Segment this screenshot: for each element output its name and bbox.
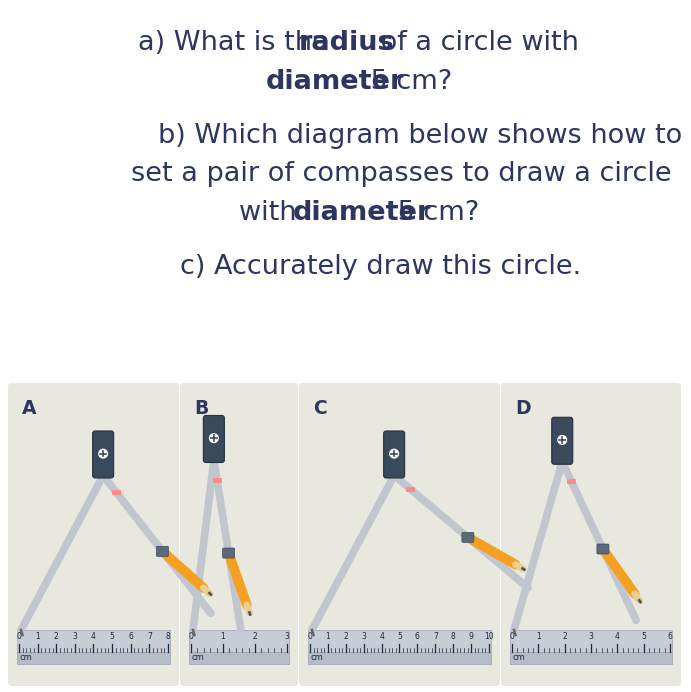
Circle shape bbox=[390, 449, 399, 458]
Text: 3: 3 bbox=[73, 632, 77, 641]
FancyBboxPatch shape bbox=[156, 546, 169, 556]
Text: diameter: diameter bbox=[292, 200, 430, 226]
FancyBboxPatch shape bbox=[501, 383, 681, 686]
Text: 0: 0 bbox=[17, 632, 21, 641]
Text: c) Accurately draw this circle.: c) Accurately draw this circle. bbox=[180, 254, 581, 280]
Text: 0: 0 bbox=[509, 632, 514, 641]
Text: 7: 7 bbox=[433, 632, 437, 641]
Text: 9: 9 bbox=[468, 632, 473, 641]
Bar bbox=[308, 652, 491, 664]
Bar bbox=[17, 630, 170, 652]
Text: b) Which diagram below shows how to: b) Which diagram below shows how to bbox=[158, 122, 683, 149]
Text: with: with bbox=[238, 200, 305, 226]
Text: 4: 4 bbox=[379, 632, 384, 641]
Bar bbox=[308, 630, 491, 652]
Text: 5: 5 bbox=[641, 632, 646, 641]
Circle shape bbox=[558, 436, 567, 444]
Bar bbox=[17, 652, 170, 664]
Text: 6: 6 bbox=[415, 632, 420, 641]
Text: cm: cm bbox=[192, 653, 205, 662]
FancyBboxPatch shape bbox=[462, 532, 474, 543]
Bar bbox=[189, 652, 289, 664]
Text: 2: 2 bbox=[253, 632, 257, 641]
FancyBboxPatch shape bbox=[223, 548, 235, 558]
Text: 3: 3 bbox=[285, 632, 290, 641]
FancyBboxPatch shape bbox=[8, 383, 179, 686]
Bar bbox=[510, 652, 672, 664]
Text: diameter: diameter bbox=[265, 69, 404, 95]
Text: 3: 3 bbox=[361, 632, 366, 641]
Text: 7: 7 bbox=[147, 632, 152, 641]
FancyBboxPatch shape bbox=[384, 431, 405, 478]
Bar bbox=[189, 630, 289, 652]
FancyBboxPatch shape bbox=[551, 417, 573, 464]
Text: cm: cm bbox=[513, 653, 526, 662]
Text: 8: 8 bbox=[166, 632, 171, 641]
Text: 1: 1 bbox=[536, 632, 541, 641]
FancyBboxPatch shape bbox=[299, 383, 500, 686]
Text: cm: cm bbox=[311, 653, 324, 662]
Text: 5 cm?: 5 cm? bbox=[362, 69, 453, 95]
Text: 1: 1 bbox=[35, 632, 40, 641]
Bar bbox=[510, 630, 672, 652]
FancyBboxPatch shape bbox=[93, 431, 113, 478]
Text: 1: 1 bbox=[220, 632, 225, 641]
FancyBboxPatch shape bbox=[203, 415, 225, 462]
Text: B: B bbox=[194, 399, 209, 418]
Text: A: A bbox=[22, 399, 37, 418]
Circle shape bbox=[209, 434, 218, 442]
Text: 6: 6 bbox=[129, 632, 133, 641]
Text: 2: 2 bbox=[54, 632, 59, 641]
Text: 6: 6 bbox=[668, 632, 672, 641]
Text: 5: 5 bbox=[397, 632, 402, 641]
Text: 5: 5 bbox=[110, 632, 115, 641]
Text: 4: 4 bbox=[615, 632, 620, 641]
Text: of a circle with: of a circle with bbox=[372, 30, 578, 56]
FancyBboxPatch shape bbox=[180, 383, 298, 686]
Text: 0: 0 bbox=[189, 632, 193, 641]
Text: C: C bbox=[313, 399, 327, 418]
Text: 10: 10 bbox=[484, 632, 494, 641]
Text: 3: 3 bbox=[589, 632, 594, 641]
Text: 4: 4 bbox=[91, 632, 96, 641]
Text: set a pair of compasses to draw a circle: set a pair of compasses to draw a circle bbox=[131, 161, 672, 188]
Text: cm: cm bbox=[20, 653, 32, 662]
Text: radius: radius bbox=[299, 30, 395, 56]
Text: 5 cm?: 5 cm? bbox=[389, 200, 480, 226]
Text: D: D bbox=[515, 399, 531, 418]
Text: a) What is the: a) What is the bbox=[138, 30, 337, 56]
Text: 8: 8 bbox=[451, 632, 455, 641]
Text: 2: 2 bbox=[562, 632, 567, 641]
Circle shape bbox=[99, 449, 108, 458]
Text: 1: 1 bbox=[325, 632, 330, 641]
Text: 0: 0 bbox=[307, 632, 312, 641]
Text: 2: 2 bbox=[343, 632, 348, 641]
FancyBboxPatch shape bbox=[597, 544, 609, 554]
